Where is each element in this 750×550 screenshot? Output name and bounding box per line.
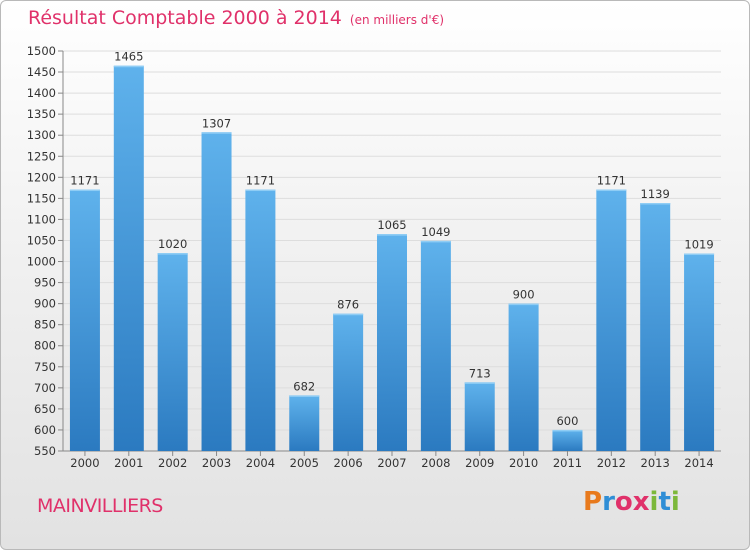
bar-highlight xyxy=(552,429,583,432)
bar-2001 xyxy=(113,65,144,451)
chart-title: Résultat Comptable 2000 à 2014 (en millie… xyxy=(28,7,444,29)
y-axis-ticks: 550 600 650 700 750 800 850 900 950 1000 1050 1100 1… xyxy=(27,44,56,458)
bar-highlight xyxy=(113,65,144,68)
data-label: 1171 xyxy=(70,174,99,188)
bar-highlight xyxy=(157,253,188,255)
data-label: 1139 xyxy=(641,187,670,201)
bar-highlight xyxy=(508,303,539,306)
x-tick-label: 2005 xyxy=(290,456,319,470)
data-label: 1307 xyxy=(202,116,231,130)
x-tick-label: 2003 xyxy=(202,456,231,470)
y-tick-label: 1450 xyxy=(27,65,56,79)
bar-2003 xyxy=(201,132,232,451)
x-tick-label: 2013 xyxy=(641,456,670,470)
data-label: 1465 xyxy=(114,50,143,64)
data-label: 900 xyxy=(513,288,535,302)
y-tick-label: 1000 xyxy=(27,255,56,269)
x-tick-label: 2008 xyxy=(421,456,450,470)
bar-highlight xyxy=(420,240,451,243)
y-tick-label: 600 xyxy=(34,423,56,437)
logo-letter: i xyxy=(649,487,659,517)
y-tick-label: 650 xyxy=(34,402,56,416)
y-tick-label: 1100 xyxy=(27,212,56,226)
y-tick-label: 850 xyxy=(34,318,56,332)
y-tick-label: 1350 xyxy=(27,107,56,121)
bar-2005 xyxy=(289,395,320,451)
bar-highlight xyxy=(333,313,364,316)
x-tick-label: 2007 xyxy=(377,456,406,470)
x-tick-label: 2014 xyxy=(684,456,713,470)
data-label: 1020 xyxy=(158,237,187,251)
chart-title-text: Résultat Comptable 2000 à 2014 xyxy=(28,7,342,29)
y-tick-label: 1500 xyxy=(27,44,56,58)
y-tick-label: 1050 xyxy=(27,233,56,247)
bar-2013 xyxy=(640,203,671,451)
y-tick-label: 800 xyxy=(34,339,56,353)
bar-2012 xyxy=(596,189,627,452)
x-tick-label: 2011 xyxy=(553,456,582,470)
y-tick-label: 1400 xyxy=(27,86,56,100)
city-name: MAINVILLIERS xyxy=(37,495,163,517)
bar-2008 xyxy=(420,240,451,451)
bar-highlight xyxy=(464,382,495,384)
bar-2009 xyxy=(464,382,495,451)
x-axis-ticks: 2000 2001 2002 2003 2004 2005 2006 2007 2008 2009… xyxy=(70,451,714,470)
bar-highlight xyxy=(69,189,100,192)
chart-subtitle: (en milliers d'€) xyxy=(349,13,445,27)
bar-highlight xyxy=(245,189,276,192)
bar-highlight xyxy=(640,203,671,205)
bar-2014 xyxy=(684,253,715,451)
data-label: 1019 xyxy=(684,238,713,252)
x-tick-label: 2000 xyxy=(70,456,99,470)
x-tick-label: 2002 xyxy=(158,456,187,470)
data-label: 1171 xyxy=(597,174,626,188)
bar-highlight xyxy=(684,253,715,256)
logo-letter: t xyxy=(658,487,671,517)
y-tick-label: 1250 xyxy=(27,149,56,163)
x-tick-label: 2006 xyxy=(333,456,362,470)
bar-highlight xyxy=(377,234,407,236)
y-tick-label: 900 xyxy=(34,297,56,311)
data-label: 1171 xyxy=(246,174,275,188)
bar-highlight xyxy=(289,395,320,397)
proxiti-logo: Proxiti xyxy=(583,487,680,517)
bar-2007 xyxy=(377,234,407,451)
y-tick-label: 750 xyxy=(34,360,56,374)
y-tick-label: 550 xyxy=(34,444,56,458)
bar-highlight xyxy=(201,132,232,134)
y-tick-label: 950 xyxy=(34,276,56,290)
y-tick-label: 1200 xyxy=(27,170,56,184)
y-tick-label: 1150 xyxy=(27,191,56,205)
bar-2011 xyxy=(552,429,583,451)
data-label: 682 xyxy=(293,379,315,393)
data-label: 713 xyxy=(469,366,491,380)
x-tick-label: 2009 xyxy=(465,456,494,470)
data-label: 1065 xyxy=(377,218,406,232)
logo-letter: P xyxy=(583,487,603,517)
y-tick-label: 700 xyxy=(34,381,56,395)
bar-2010 xyxy=(508,303,539,451)
bar-2002 xyxy=(157,253,188,451)
y-tick-label: 1300 xyxy=(27,128,56,142)
logo-letter: x xyxy=(632,487,650,517)
x-tick-label: 2004 xyxy=(246,456,275,470)
bar-highlight xyxy=(596,189,627,192)
logo-letter: r xyxy=(602,487,615,517)
logo-letter: i xyxy=(670,487,680,517)
bar-2006 xyxy=(333,313,364,451)
x-tick-label: 2012 xyxy=(597,456,626,470)
bar-2004 xyxy=(245,189,276,452)
data-label: 600 xyxy=(556,414,578,428)
x-tick-label: 2001 xyxy=(114,456,143,470)
bars: 1171 1465 1020 1307 1171 682 876 1065 1049 713 900… xyxy=(69,50,715,452)
x-tick-label: 2010 xyxy=(509,456,538,470)
data-label: 1049 xyxy=(421,225,450,239)
bar-2000 xyxy=(69,189,100,452)
logo-letter: o xyxy=(614,487,633,517)
data-label: 876 xyxy=(337,298,359,312)
